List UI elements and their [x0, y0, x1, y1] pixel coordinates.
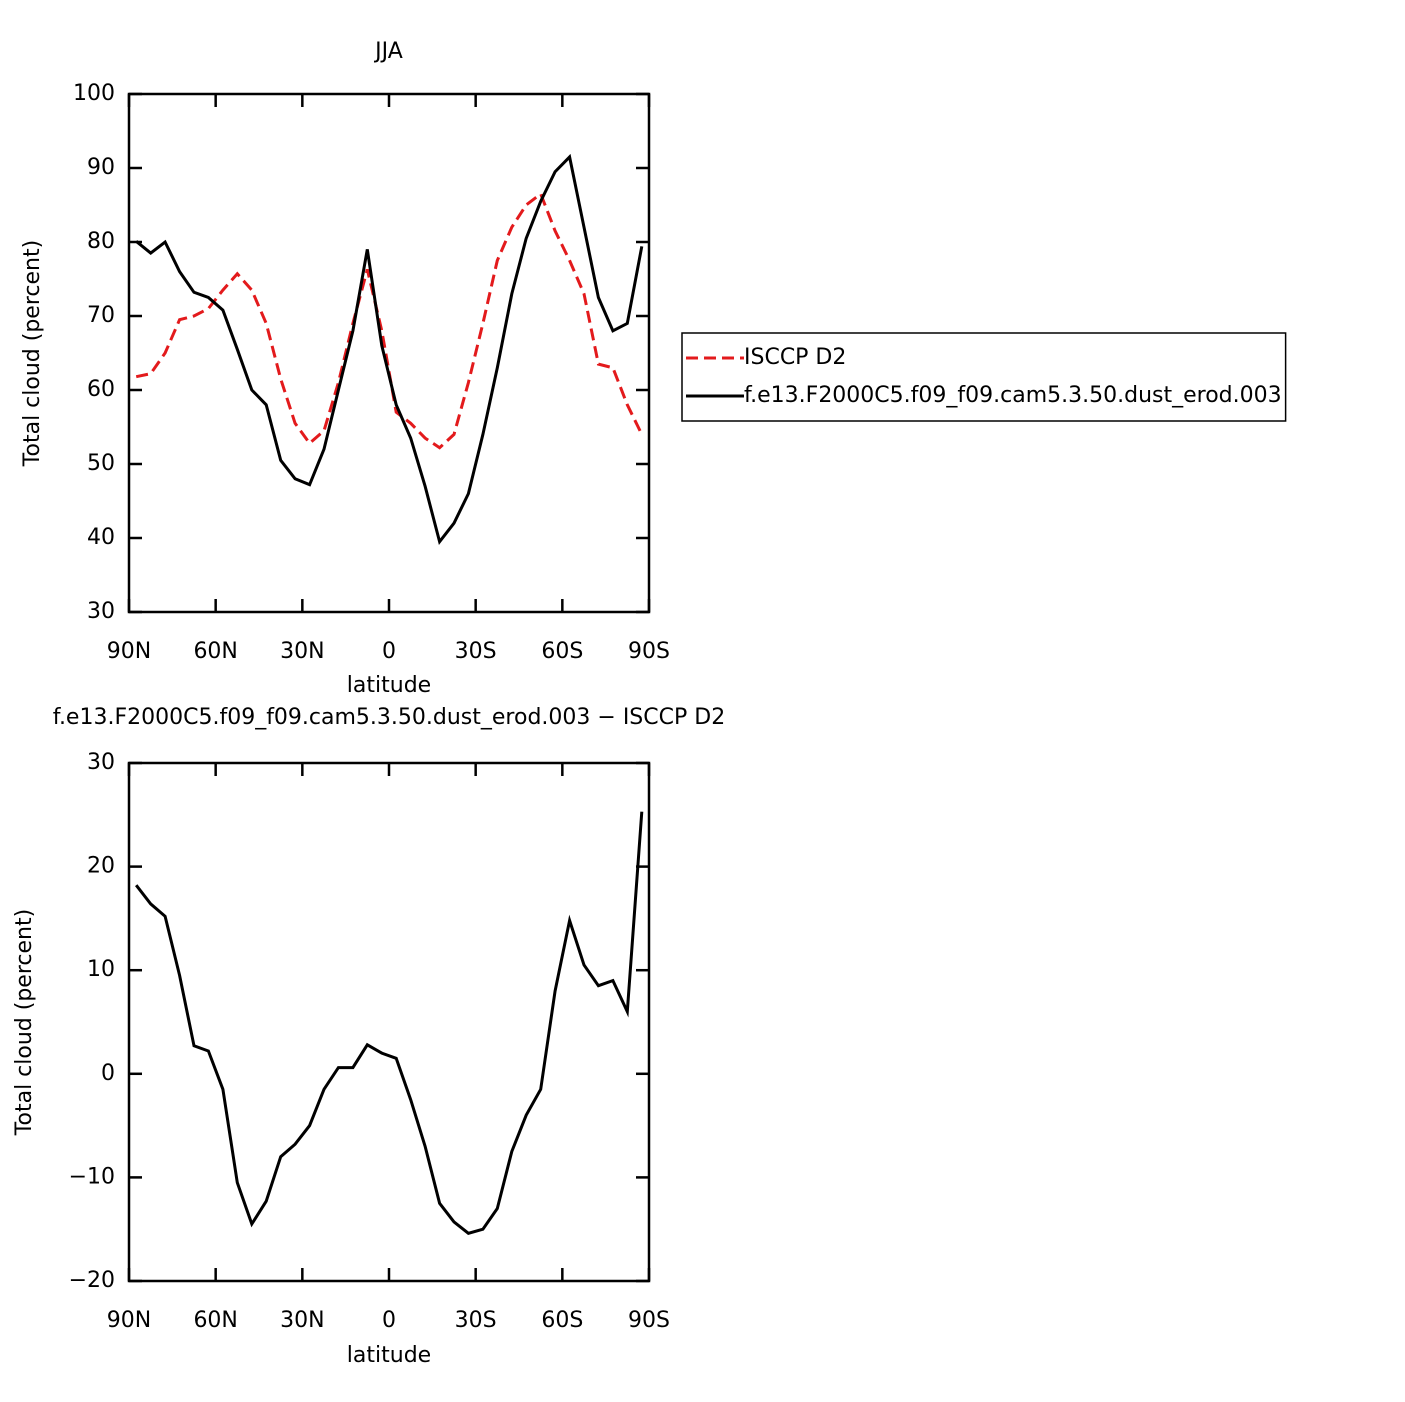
- x-tick-label: 30S: [455, 639, 497, 664]
- data-line: [135, 153, 644, 546]
- legend-label: ISCCP D2: [744, 345, 846, 370]
- legend: ISCCP D2 f.e13.F2000C5.f09_f09.cam5.3.50.…: [681, 332, 1287, 422]
- x-tick-label: 60S: [541, 1308, 583, 1333]
- x-tick-label: 90N: [107, 639, 151, 664]
- plot-frame: [127, 92, 651, 614]
- y-tick-label: 10: [87, 957, 115, 982]
- y-axis-label: Total cloud (percent): [12, 909, 37, 1136]
- chart-title: JJA: [373, 39, 403, 64]
- y-tick-label: 90: [87, 155, 115, 180]
- y-tick-label: 40: [87, 525, 115, 550]
- y-tick-label: 60: [87, 377, 115, 402]
- data-line: [135, 191, 644, 450]
- plot-frame: [127, 761, 651, 1283]
- x-tick-label: 0: [382, 639, 396, 664]
- y-tick-label: 20: [87, 854, 115, 879]
- x-tick-label: 60N: [193, 1308, 237, 1333]
- y-tick-label: 0: [101, 1061, 115, 1086]
- y-tick-label: 30: [87, 599, 115, 624]
- x-tick-label: 90S: [628, 639, 670, 664]
- y-tick-label: 30: [87, 750, 115, 775]
- x-tick-label: 0: [382, 1308, 396, 1333]
- y-tick-label: 100: [73, 81, 115, 106]
- legend-box: [681, 332, 1287, 422]
- chart-title: f.e13.F2000C5.f09_f09.cam5.3.50.dust_ero…: [53, 705, 725, 730]
- y-tick-label: 70: [87, 303, 115, 328]
- x-tick-label: 90S: [628, 1308, 670, 1333]
- x-tick-label: 60S: [541, 639, 583, 664]
- y-tick-label: −10: [69, 1164, 115, 1189]
- y-tick-label: 80: [87, 229, 115, 254]
- x-tick-label: 30N: [280, 639, 324, 664]
- x-tick-label: 60N: [193, 639, 237, 664]
- y-tick-label: −20: [69, 1268, 115, 1293]
- x-tick-label: 30N: [280, 1308, 324, 1333]
- x-tick-label: 90N: [107, 1308, 151, 1333]
- y-tick-label: 50: [87, 451, 115, 476]
- x-axis-label: latitude: [347, 673, 431, 698]
- data-line: [135, 811, 644, 1235]
- x-tick-label: 30S: [455, 1308, 497, 1333]
- y-axis-label: Total cloud (percent): [20, 240, 45, 467]
- x-axis-label: latitude: [347, 1343, 431, 1368]
- legend-label: f.e13.F2000C5.f09_f09.cam5.3.50.dust_ero…: [744, 383, 1282, 408]
